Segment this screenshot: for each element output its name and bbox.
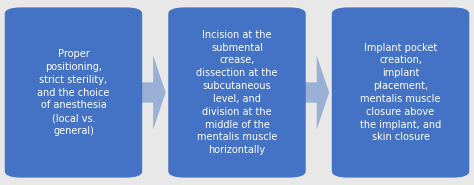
Text: Incision at the
submental
crease,
dissection at the
subcutaneous
level, and
divi: Incision at the submental crease, dissec…: [196, 30, 278, 155]
Polygon shape: [303, 56, 329, 130]
Polygon shape: [139, 56, 166, 130]
FancyBboxPatch shape: [332, 7, 469, 178]
FancyBboxPatch shape: [168, 7, 306, 178]
Text: Proper
positioning,
strict sterility,
and the choice
of anesthesia
(local vs.
ge: Proper positioning, strict sterility, an…: [37, 49, 109, 136]
Text: Implant pocket
creation,
implant
placement,
mentalis muscle
closure above
the im: Implant pocket creation, implant placeme…: [360, 43, 441, 142]
FancyBboxPatch shape: [5, 7, 142, 178]
